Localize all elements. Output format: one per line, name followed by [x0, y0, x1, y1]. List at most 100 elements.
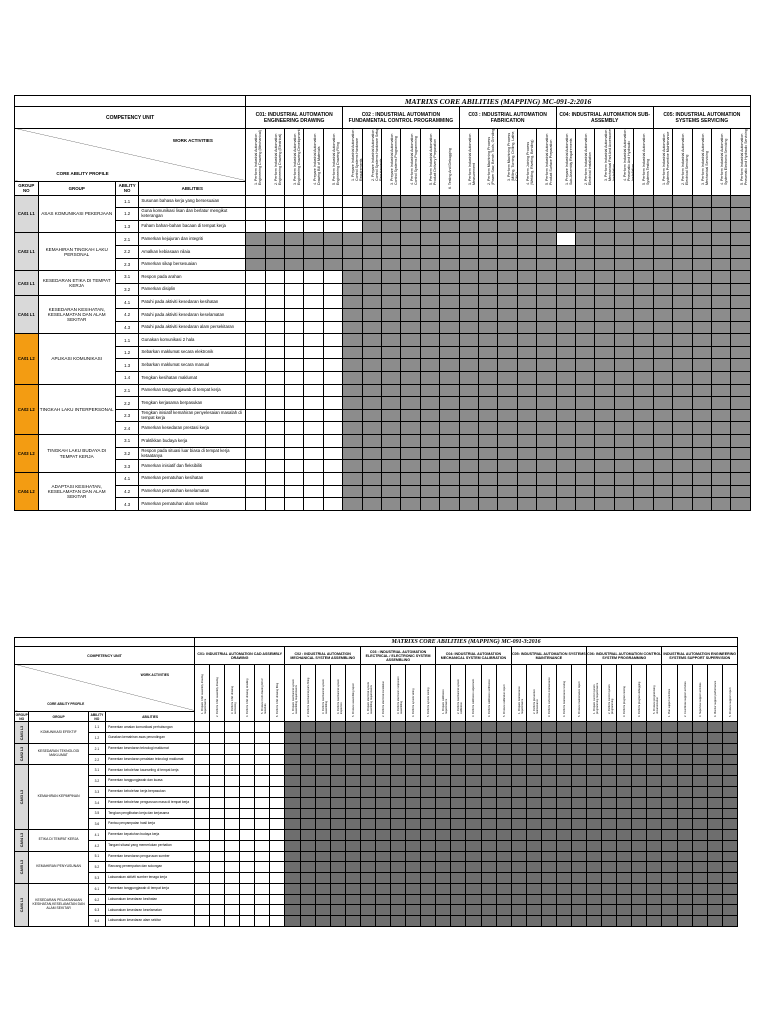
mapped-cell: [613, 257, 635, 272]
mapped-cell: [495, 861, 512, 874]
mapped-cell: [616, 785, 633, 798]
mapped-cell: [458, 408, 480, 423]
ability-text: Sebarkan maklumat secara manual: [138, 358, 247, 373]
ability-number: 4.1: [87, 829, 107, 841]
mapped-cell: [652, 408, 674, 423]
mapped-cell: [652, 396, 674, 410]
mapped-cell: [613, 194, 635, 209]
mapped-cell: [458, 295, 480, 309]
unmapped-cell: [269, 764, 286, 777]
mapped-cell: [497, 434, 518, 448]
mapped-cell: [570, 818, 588, 831]
ability-text: Susunan bahasa kerja yang bersesuaian: [138, 194, 247, 209]
unmapped-cell: [322, 308, 344, 322]
unmapped-cell: [303, 219, 324, 234]
mapped-cell: [439, 320, 460, 335]
mapped-cell: [465, 829, 482, 841]
mapped-cell: [458, 371, 480, 385]
ability-text: Amalkan kebiasaan nilaia: [138, 244, 247, 259]
mapped-cell: [676, 829, 693, 841]
mapped-cell: [374, 807, 392, 820]
mapped-cell: [652, 308, 674, 322]
mapped-cell: [361, 434, 383, 448]
mapped-cell: [721, 732, 739, 744]
mapped-cell: [575, 434, 596, 448]
mapped-cell: [480, 882, 497, 895]
ability-text: Guna komunikasi lisan dan berlatur mengi…: [138, 207, 247, 221]
mapped-cell: [374, 893, 392, 906]
mapped-cell: [400, 257, 421, 272]
mapped-cell: [480, 753, 497, 766]
mapped-cell: [691, 721, 708, 734]
mapped-cell: [676, 818, 693, 831]
mapped-cell: [525, 764, 542, 777]
group-name: KESEDARAN PELAKSANAAN KESIHATAN,KESELAMA…: [28, 882, 89, 928]
mapped-cell: [613, 421, 635, 436]
mapped-cell: [613, 295, 635, 309]
mapped-cell: [710, 446, 732, 461]
mapped-cell: [380, 282, 402, 297]
unmapped-cell: [254, 915, 271, 927]
mapped-cell: [361, 408, 383, 423]
group-name: APLIKASI KOMUNIKASI: [37, 333, 116, 385]
mapped-cell: [536, 383, 557, 398]
mapped-cell: [419, 459, 441, 473]
mapped-cell: [495, 764, 512, 777]
work-activity-header: 4. Perform system wiring: [405, 663, 422, 723]
mapped-cell: [342, 408, 363, 423]
unmapped-cell: [269, 915, 286, 927]
group-number: CA01 L1: [14, 194, 39, 234]
ability-number: 6.1: [87, 882, 107, 895]
mapped-cell: [374, 839, 392, 852]
mapped-cell: [419, 484, 441, 499]
mapped-cell: [525, 796, 542, 809]
mapped-cell: [359, 742, 376, 755]
mapped-cell: [721, 753, 739, 766]
unmapped-cell: [303, 446, 324, 461]
work-activity-header: 2. Perform CAD assembly drawing: [209, 663, 226, 723]
ability-text: Pamerkan amalan komunikasi perhubungan: [105, 721, 196, 734]
mapped-cell: [613, 207, 635, 221]
mapped-cell: [342, 497, 363, 511]
mapped-cell: [495, 829, 512, 841]
mapped-cell: [497, 358, 518, 373]
mapped-cell: [691, 244, 712, 259]
unmapped-cell: [264, 320, 285, 335]
mapped-cell: [361, 396, 383, 410]
mapped-cell: [419, 219, 441, 234]
mapped-cell: [676, 872, 693, 884]
mapped-cell: [435, 732, 452, 744]
mapped-cell: [435, 882, 452, 895]
mapped-cell: [555, 796, 572, 809]
mapped-cell: [536, 282, 557, 297]
mapped-cell: [691, 796, 708, 809]
mapped-cell: [594, 434, 615, 448]
mapped-cell: [730, 270, 751, 284]
mapped-cell: [601, 893, 618, 906]
mapped-cell: [555, 434, 577, 448]
mapped-cell: [380, 471, 402, 486]
mapped-cell: [555, 383, 577, 398]
mapped-cell: [361, 383, 383, 398]
mapped-cell: [586, 796, 603, 809]
unmapped-cell: [245, 345, 266, 360]
mapped-cell: [706, 775, 723, 787]
mapped-cell: [676, 764, 693, 777]
mapped-cell: [361, 484, 383, 499]
mapped-cell: [661, 742, 678, 755]
unmapped-cell: [224, 721, 241, 734]
unmapped-cell: [224, 742, 241, 755]
group-name: KESEDARAN TEKNOLOGI MAKLUMAT: [28, 742, 89, 766]
unmapped-cell: [245, 497, 266, 511]
mapped-cell: [380, 446, 402, 461]
unmapped-cell: [245, 333, 266, 347]
mapped-cell: [374, 753, 392, 766]
work-activity-header: 3. Perform CAD drawing sectioning: [224, 663, 241, 723]
mapped-cell: [284, 850, 301, 863]
mapped-cell: [652, 232, 674, 246]
mapped-cell: [400, 219, 421, 234]
mapped-cell: [342, 421, 363, 436]
mapped-cell: [672, 308, 693, 322]
mapped-cell: [495, 850, 512, 863]
mapped-cell: [283, 244, 305, 259]
